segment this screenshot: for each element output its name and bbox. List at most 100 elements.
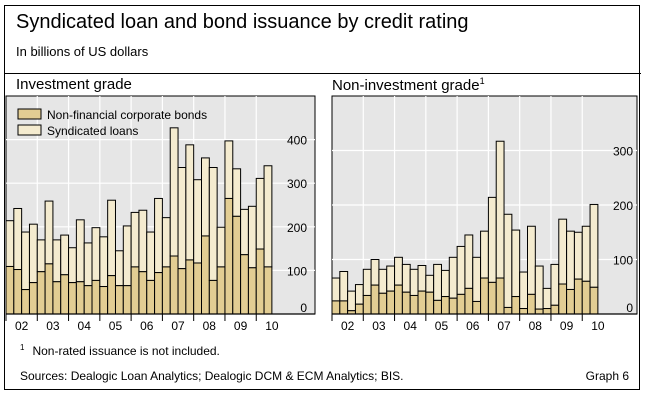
bar-syndicated-loans [208, 167, 218, 281]
x-tick-label: 06 [466, 319, 480, 333]
bar-corporate-bonds [581, 280, 591, 315]
header-divider [4, 73, 641, 74]
bar-corporate-bonds [472, 300, 482, 315]
bar-syndicated-loans [60, 234, 70, 276]
x-tick-label: 09 [560, 319, 574, 333]
bar-syndicated-loans [472, 256, 482, 302]
bar-syndicated-loans [339, 270, 349, 302]
bar-syndicated-loans [589, 203, 599, 288]
x-tick-label: 04 [78, 319, 92, 333]
bar-syndicated-loans [232, 168, 242, 217]
bar-corporate-bonds [440, 296, 450, 315]
bar-corporate-bonds [511, 296, 521, 315]
bar-corporate-bonds [122, 285, 132, 315]
x-tick-label: 07 [171, 319, 185, 333]
bar-corporate-bonds [185, 259, 195, 315]
bar-syndicated-loans [161, 217, 171, 268]
bar-corporate-bonds [138, 271, 148, 315]
bar-syndicated-loans [114, 250, 124, 287]
bar-syndicated-loans [75, 219, 85, 283]
bar-corporate-bonds [519, 308, 528, 315]
bar-syndicated-loans [263, 165, 273, 268]
bar-corporate-bonds [495, 277, 505, 315]
bar-syndicated-loans [378, 268, 388, 294]
bar-syndicated-loans [130, 211, 140, 268]
footnote-ref: 1 [479, 76, 485, 86]
bar-corporate-bonds [240, 254, 249, 315]
bar-corporate-bonds [91, 279, 101, 315]
bar-corporate-bonds [409, 294, 419, 315]
bar-syndicated-loans [216, 226, 226, 268]
bar-syndicated-loans [409, 268, 419, 296]
y-tick-label: 100 [613, 254, 633, 268]
bar-corporate-bonds [558, 283, 568, 315]
legend-label: Syndicated loans [47, 124, 138, 138]
bar-corporate-bonds [68, 282, 77, 315]
bar-syndicated-loans [146, 231, 156, 281]
bar-syndicated-loans [122, 225, 132, 287]
bar-syndicated-loans [28, 223, 38, 284]
bar-corporate-bonds [146, 279, 156, 315]
bar-syndicated-loans [394, 256, 403, 286]
bar-syndicated-loans [487, 196, 497, 283]
bar-syndicated-loans [440, 269, 450, 298]
bar-syndicated-loans [138, 209, 148, 273]
x-tick-label: 08 [203, 319, 217, 333]
panel-title-text: Non-investment grade [332, 77, 480, 94]
bar-corporate-bonds [216, 266, 226, 315]
bar-syndicated-loans [169, 127, 179, 257]
bar-syndicated-loans [201, 157, 210, 237]
bar-syndicated-loans [503, 213, 513, 308]
x-tick-label: 06 [140, 319, 154, 333]
bar-corporate-bonds [83, 285, 93, 315]
bar-syndicated-loans [370, 259, 380, 286]
bar-corporate-bonds [52, 281, 62, 315]
bar-syndicated-loans [433, 263, 442, 301]
panel-1: 0 100 200 300 02 03 04 05 06 07 08 09 10 [331, 95, 638, 333]
chart-title: Syndicated loan and bond issuance by cre… [16, 11, 469, 33]
bar-corporate-bonds [339, 300, 349, 315]
bar-syndicated-loans [107, 199, 116, 277]
bar-syndicated-loans [558, 218, 568, 285]
graph-frame [4, 5, 640, 390]
bar-corporate-bonds [21, 289, 30, 315]
bar-corporate-bonds [208, 279, 218, 315]
bar-corporate-bonds [154, 272, 163, 315]
bar-syndicated-loans [401, 263, 411, 293]
x-tick-label: 09 [234, 319, 248, 333]
bar-corporate-bonds [201, 235, 210, 315]
y-tick-label: 100 [287, 264, 307, 278]
x-tick-label: 02 [341, 319, 355, 333]
bar-syndicated-loans [480, 230, 489, 279]
bar-corporate-bonds [161, 266, 171, 315]
bar-corporate-bonds [456, 293, 466, 315]
bar-corporate-bonds [224, 197, 234, 315]
chart-subtitle: In billions of US dollars [16, 44, 149, 59]
bar-corporate-bonds [566, 288, 575, 315]
bar-syndicated-loans [347, 290, 356, 312]
bar-syndicated-loans [36, 239, 46, 273]
bar-syndicated-loans [68, 247, 77, 284]
bar-corporate-bonds [193, 262, 202, 315]
bar-syndicated-loans [13, 207, 23, 271]
bar-corporate-bonds [386, 290, 396, 315]
bar-corporate-bonds [417, 290, 427, 315]
bar-syndicated-loans [154, 197, 163, 274]
bar-corporate-bonds [13, 269, 23, 315]
bar-corporate-bonds [232, 215, 242, 315]
footnote-marker: 1 [20, 343, 25, 352]
bar-syndicated-loans [448, 256, 458, 299]
x-tick-label: 04 [404, 319, 418, 333]
y-tick-label: 200 [613, 199, 633, 213]
bar-corporate-bonds [487, 281, 497, 315]
footnote-text: Non-rated issuance is not included. [32, 344, 220, 358]
y-tick-label: 400 [287, 134, 307, 148]
bar-corporate-bonds [425, 291, 435, 315]
panel-title-investment-grade: Investment grade [16, 76, 132, 93]
y-tick-label: 0 [300, 301, 307, 315]
bar-syndicated-loans [527, 225, 536, 295]
bar-corporate-bonds [480, 277, 489, 315]
y-tick-label: 200 [287, 221, 307, 235]
bar-syndicated-loans [464, 234, 474, 289]
bar-syndicated-loans [185, 144, 195, 261]
